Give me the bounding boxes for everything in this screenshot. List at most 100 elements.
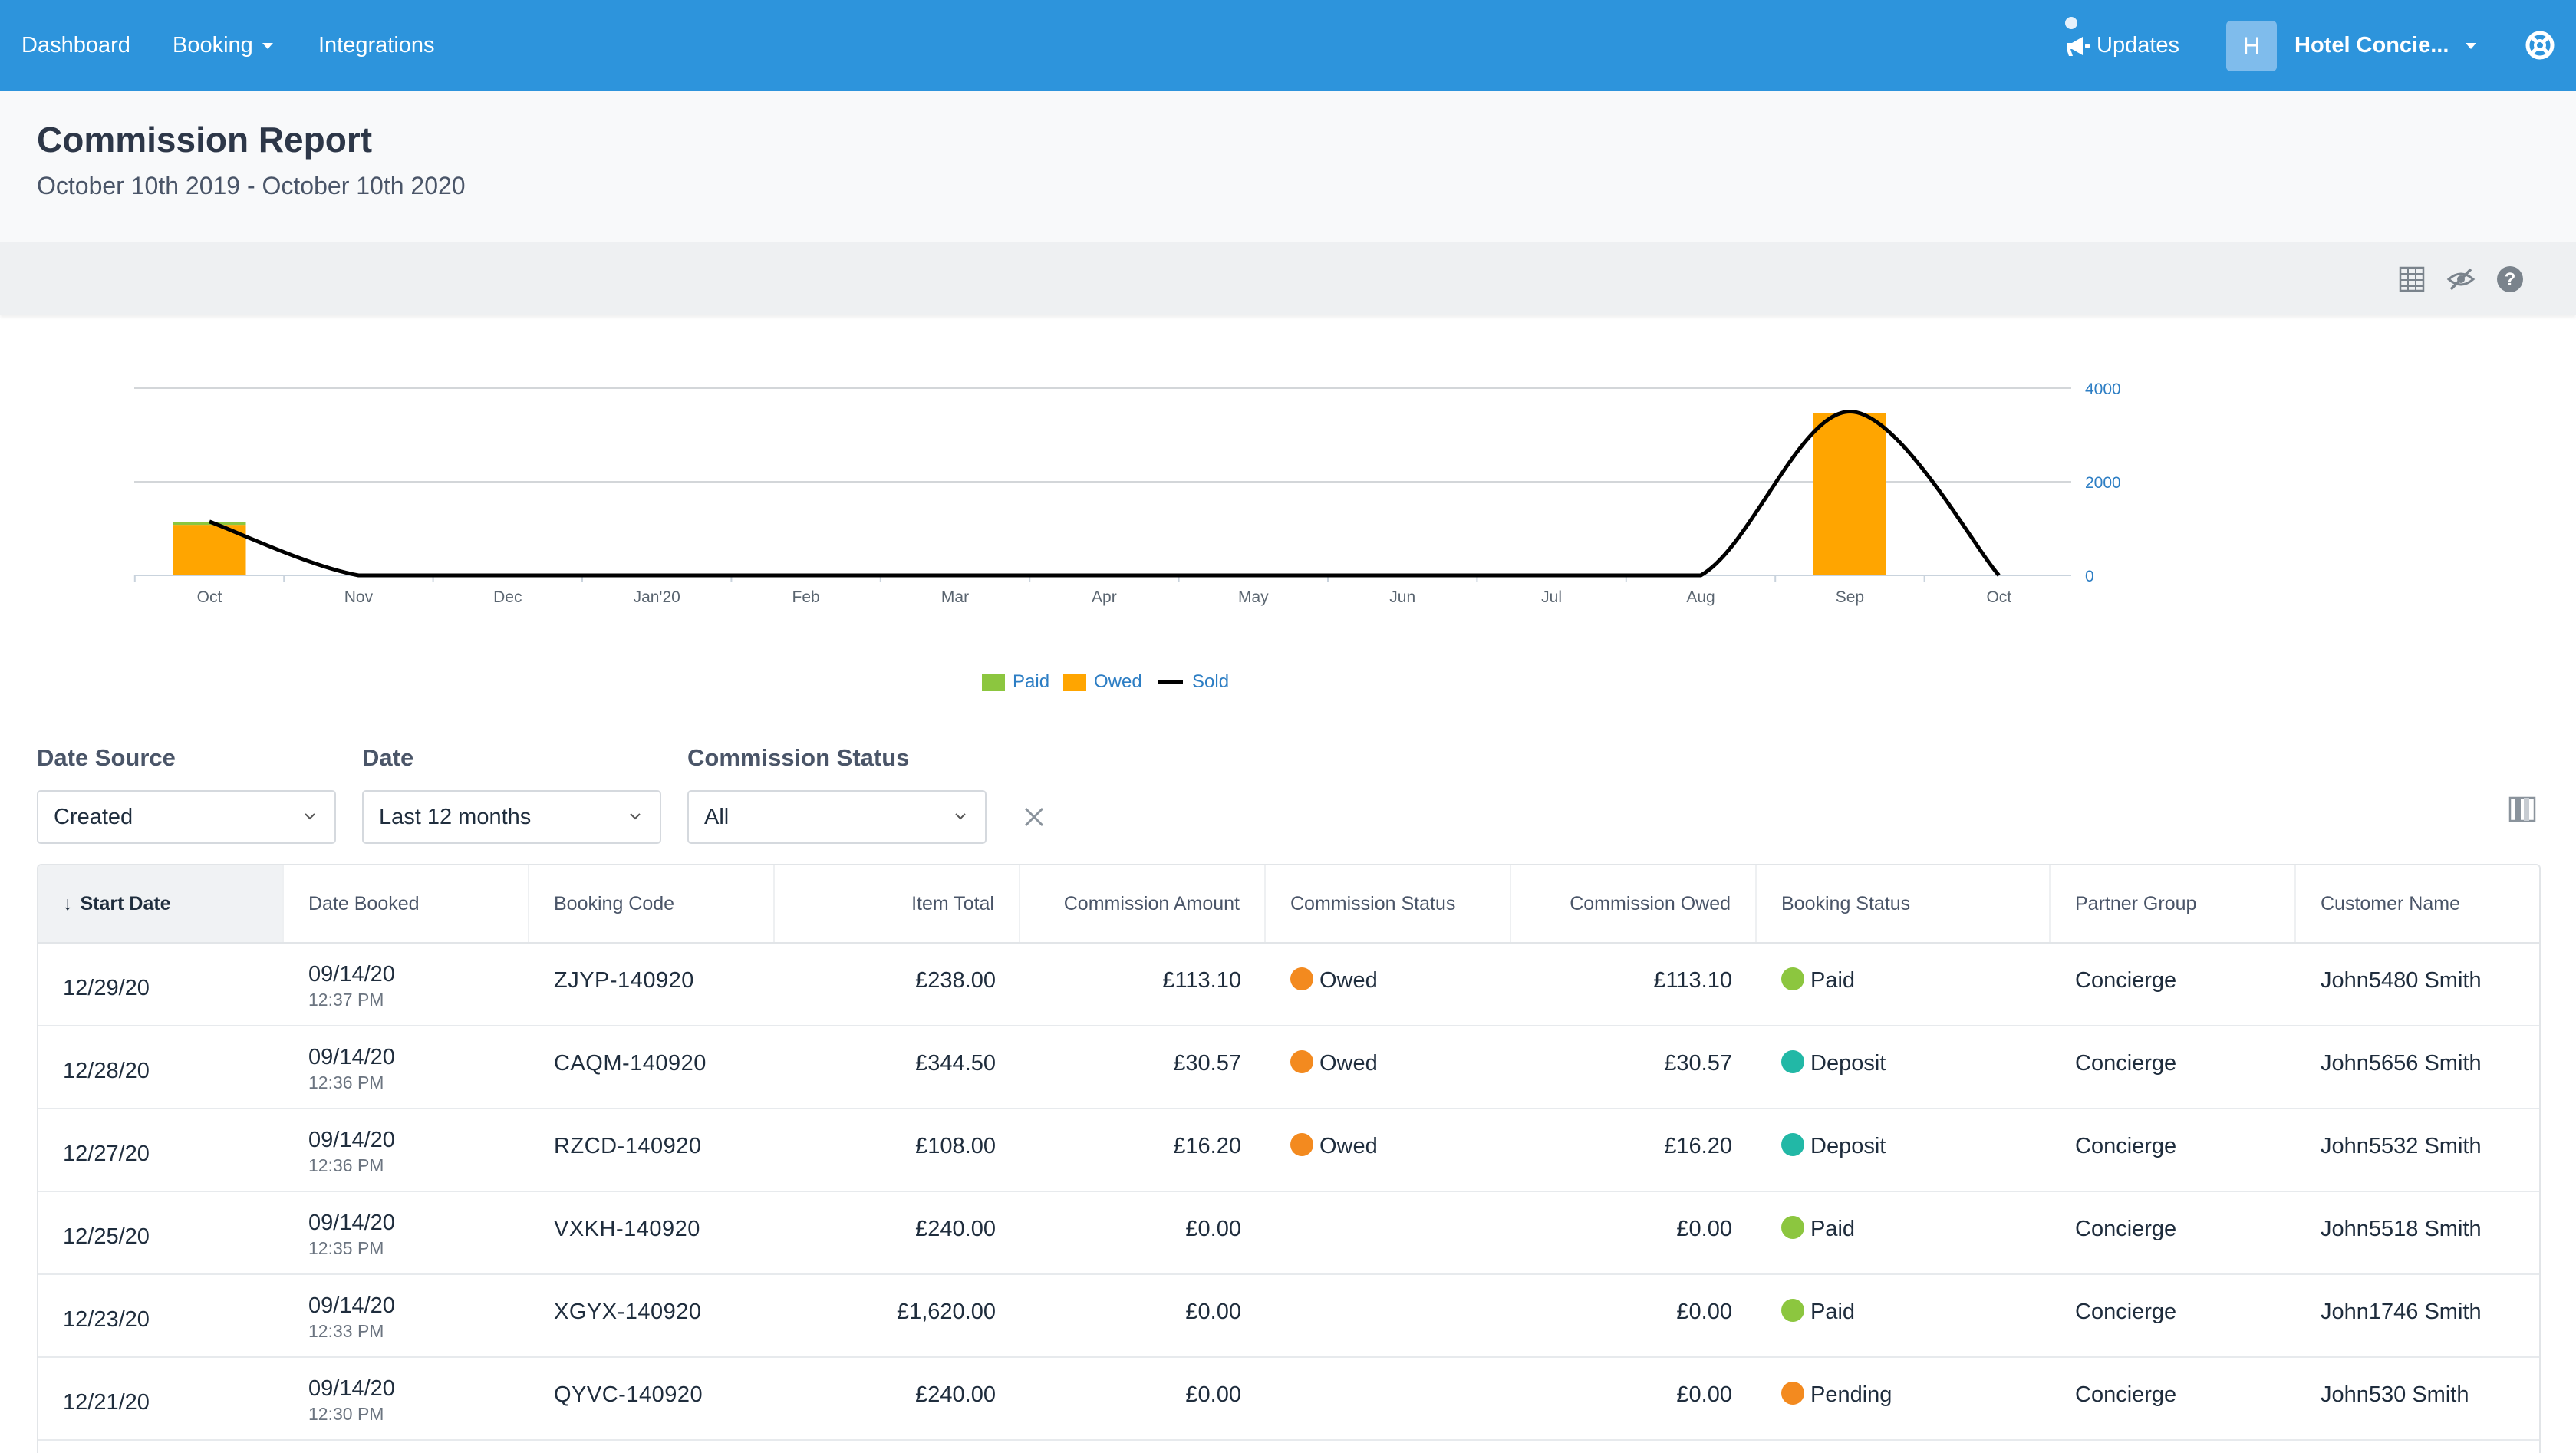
updates-button[interactable]: Updates <box>2066 0 2179 91</box>
commission-amount-text: £0.00 <box>1185 1300 1241 1324</box>
table-header: ↓ Start Date Date Booked Booking Code Ite… <box>38 865 2539 944</box>
megaphone-icon <box>2067 37 2090 57</box>
cell-item-total: £240.00 <box>775 1356 1020 1439</box>
commission-status-select[interactable]: All <box>687 790 987 844</box>
cell-start-date: 12/25/20 <box>38 1191 284 1273</box>
nav-booking[interactable]: Booking <box>173 0 273 91</box>
x-tick-label: Mar <box>941 588 969 606</box>
cell-commission-status: Owed <box>1266 1025 1511 1108</box>
page-title: Commission Report <box>37 120 373 160</box>
clear-filters-icon[interactable] <box>1023 806 1046 829</box>
svg-text:?: ? <box>2505 269 2516 290</box>
cell-partner-group: Concierge <box>2051 1108 2296 1191</box>
booked-date-text: 09/14/20 <box>308 1376 395 1401</box>
avatar[interactable]: H <box>2226 21 2277 71</box>
booked-time-text: 12:36 PM <box>308 1072 384 1092</box>
commission-table: ↓ Start Date Date Booked Booking Code Ite… <box>37 864 2541 1453</box>
booking-code-text: XGYX-140920 <box>554 1300 702 1324</box>
cell-customer-name: John5532 Smith <box>2296 1108 2539 1191</box>
legend-sold[interactable]: Sold <box>1158 671 1229 694</box>
cell-booking-code: QYVC-140920 <box>529 1356 775 1439</box>
commission-status-dot <box>1290 1050 1313 1074</box>
cell-start-date: 12/21/20 <box>38 1356 284 1439</box>
commission-status-text: Owed <box>1319 968 1378 993</box>
cell-booking-code: XGYX-140920 <box>529 1273 775 1356</box>
table-row[interactable]: 12/27/20 09/14/20 12:36 PM RZCD-140920 £108.… <box>38 1108 2539 1192</box>
customer-name-text: John530 Smith <box>2321 1382 2469 1407</box>
legend-owed[interactable]: Owed <box>1063 671 1142 694</box>
table-row[interactable]: 12/25/20 09/14/20 12:35 PM VXKH-140920 £240.… <box>38 1191 2539 1275</box>
cell-customer-name: John5518 Smith <box>2296 1191 2539 1273</box>
commission-chart: 4000 2000 0 Oct Nov Dec Jan'20 Feb Mar Apr May Jun J… <box>133 381 2121 606</box>
cell-item-total: £238.00 <box>775 942 1020 1025</box>
nav-integrations[interactable]: Integrations <box>318 33 435 58</box>
booking-status-dot <box>1781 1216 1804 1240</box>
chevron-down-icon <box>955 813 966 820</box>
cell-commission-owed: £0.00 <box>1511 1356 1757 1439</box>
col-booking-status[interactable]: Booking Status <box>1757 865 2051 942</box>
customer-name-text: John5518 Smith <box>2321 1217 2482 1241</box>
legend-label-paid: Paid <box>1013 671 1050 692</box>
date-source-select[interactable]: Created <box>37 790 336 844</box>
col-date-booked[interactable]: Date Booked <box>284 865 529 942</box>
col-partner-group[interactable]: Partner Group <box>2051 865 2296 942</box>
x-tick-label: Apr <box>1092 588 1117 606</box>
commission-amount-text: £30.57 <box>1173 1051 1241 1076</box>
cell-booking-status: Deposit <box>1757 1108 2051 1191</box>
booked-date-text: 09/14/20 <box>308 1045 395 1069</box>
start-date-text: 12/27/20 <box>63 1142 150 1166</box>
x-tick-label: Sep <box>1836 588 1864 606</box>
col-commission-status[interactable]: Commission Status <box>1266 865 1511 942</box>
cell-date-booked: 09/14/20 12:33 PM <box>284 1273 529 1356</box>
help-icon[interactable]: ? <box>2495 264 2525 295</box>
cell-partner-group: Concierge <box>2051 1025 2296 1108</box>
commission-owed-text: £16.20 <box>1664 1134 1732 1158</box>
table-icon[interactable] <box>2396 264 2427 295</box>
col-booking-code[interactable]: Booking Code <box>529 865 775 942</box>
col-customer-name[interactable]: Customer Name <box>2321 893 2460 914</box>
account-menu[interactable]: Hotel Concie... <box>2294 0 2477 91</box>
date-select[interactable]: Last 12 months <box>362 790 661 844</box>
table-row[interactable]: 12/29/20 09/14/20 12:37 PM ZJYP-140920 £238.… <box>38 942 2539 1026</box>
commission-amount-text: £0.00 <box>1185 1217 1241 1241</box>
booking-code-text: VXKH-140920 <box>554 1217 700 1241</box>
columns-icon[interactable] <box>2508 796 2536 822</box>
date-label: Date <box>362 744 414 771</box>
hide-chart-icon[interactable] <box>2446 264 2476 295</box>
booked-time-text: 12:37 PM <box>308 990 384 1010</box>
col-start-date[interactable]: ↓ Start Date <box>38 865 284 942</box>
account-name: Hotel Concie... <box>2294 33 2449 58</box>
col-commission-owed[interactable]: Commission Owed <box>1511 865 1757 942</box>
table-row[interactable]: 12/21/20 09/14/20 12:30 PM QYVC-140920 £240.… <box>38 1356 2539 1441</box>
booking-status-text: Paid <box>1810 968 1856 993</box>
chevron-down-icon <box>630 813 641 820</box>
booked-date-text: 09/14/20 <box>308 1293 395 1318</box>
commission-owed-text: £0.00 <box>1676 1217 1732 1241</box>
legend-label-owed: Owed <box>1094 671 1142 692</box>
table-row[interactable]: 12/23/20 09/14/20 12:33 PM XGYX-140920 £1,62… <box>38 1273 2539 1358</box>
cell-item-total: £344.50 <box>775 1025 1020 1108</box>
cell-commission-status: Owed <box>1266 942 1511 1025</box>
commission-status-text: Owed <box>1319 1134 1378 1158</box>
booked-date-text: 09/14/20 <box>308 962 395 987</box>
cell-commission-owed: £0.00 <box>1511 1191 1757 1273</box>
col-commission-amount[interactable]: Commission Amount <box>1020 865 1266 942</box>
customer-name-text: John5532 Smith <box>2321 1134 2482 1158</box>
cell-date-booked: 09/14/20 12:36 PM <box>284 1108 529 1191</box>
customer-name-text: John5656 Smith <box>2321 1051 2482 1076</box>
cell-item-total: £108.00 <box>775 1108 1020 1191</box>
chevron-down-icon <box>2466 43 2477 50</box>
booking-code-text: RZCD-140920 <box>554 1134 702 1158</box>
cell-date-booked: 09/14/20 12:36 PM <box>284 1025 529 1108</box>
table-row[interactable]: 12/28/20 09/14/20 12:36 PM CAQM-140920 £344.… <box>38 1025 2539 1109</box>
item-total-text: £1,620.00 <box>896 1300 996 1324</box>
col-item-total[interactable]: Item Total <box>775 865 1020 942</box>
partner-group-text: Concierge <box>2075 1051 2177 1076</box>
commission-status-label: Commission Status <box>687 744 910 771</box>
booking-code-text: CAQM-140920 <box>554 1051 707 1076</box>
legend-paid[interactable]: Paid <box>982 671 1049 694</box>
cell-booking-status: Paid <box>1757 1273 2051 1356</box>
help-lifebuoy-icon[interactable] <box>2525 31 2555 60</box>
nav-dashboard[interactable]: Dashboard <box>21 33 130 58</box>
commission-amount-text: £0.00 <box>1185 1382 1241 1407</box>
